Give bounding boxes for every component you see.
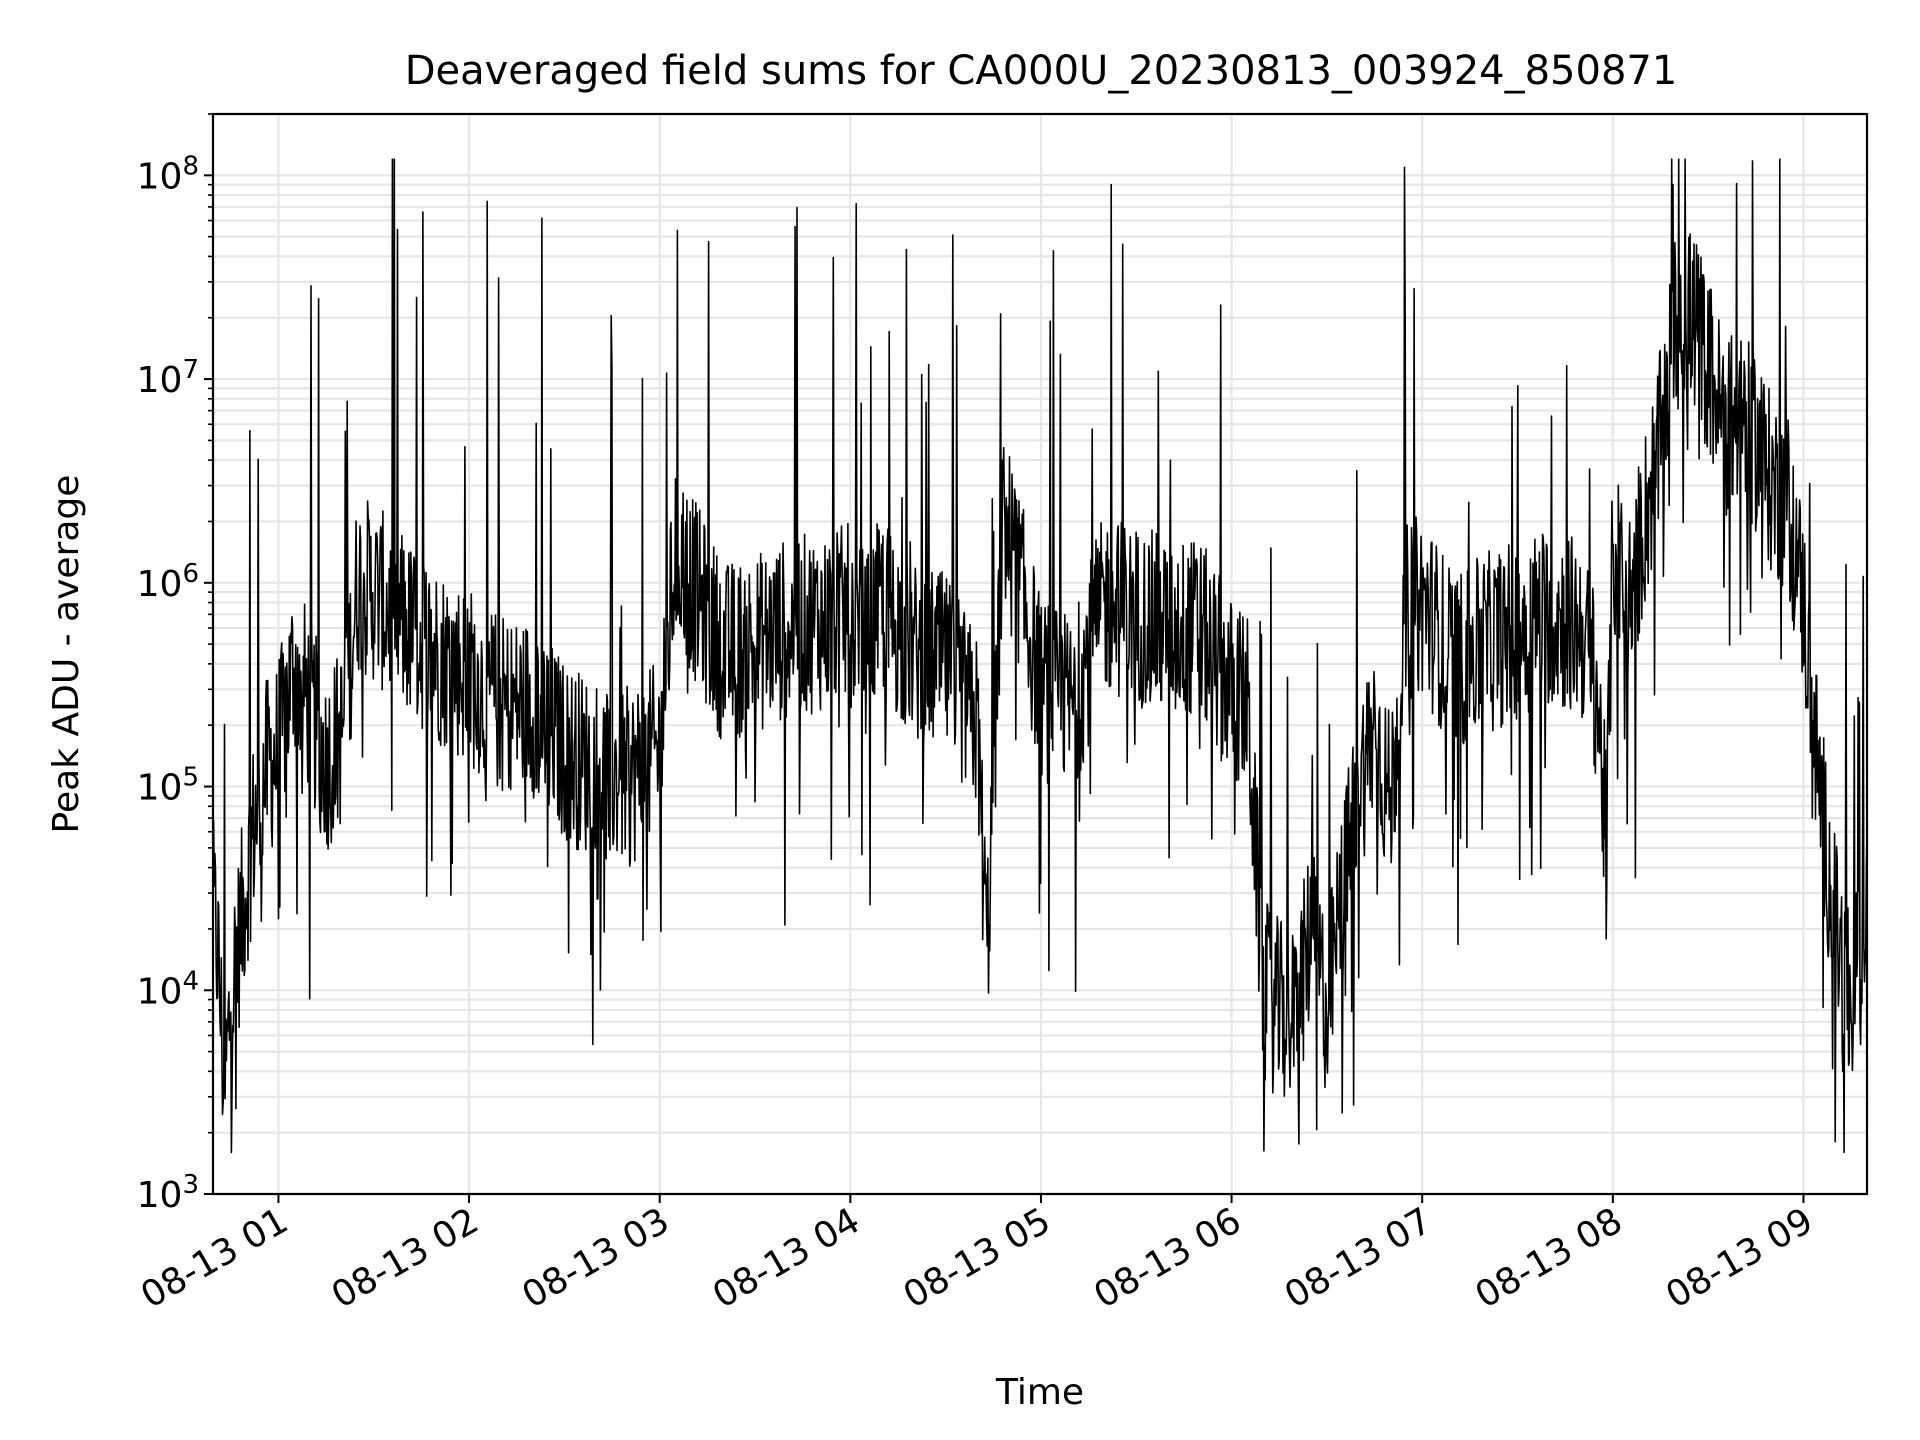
y-axis-label: Peak ADU - average <box>46 475 87 834</box>
plot-frame <box>211 112 1869 1196</box>
y-tick-label: 108 <box>137 151 199 197</box>
y-tick-label: 103 <box>137 1170 199 1216</box>
y-tick-label: 104 <box>137 966 199 1012</box>
x-axis-label: Time <box>995 1372 1084 1413</box>
y-tick-label: 107 <box>137 355 199 401</box>
y-tick-label: 105 <box>137 763 199 809</box>
chart-title: Deaveraged field sums for CA000U_2023081… <box>405 48 1678 94</box>
y-tick-label: 106 <box>137 559 199 605</box>
series-line <box>212 158 1868 1154</box>
